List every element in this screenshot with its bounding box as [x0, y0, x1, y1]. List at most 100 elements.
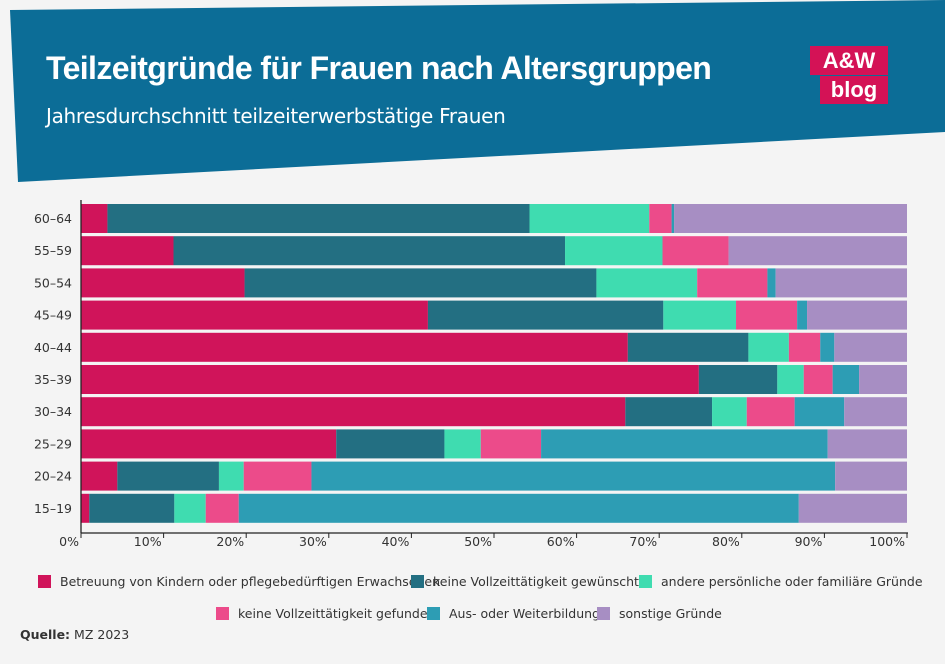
bar-segment — [81, 397, 626, 427]
legend-label: sonstige Gründe — [619, 606, 722, 621]
bar-segment — [541, 429, 828, 459]
x-tick-label: 20% — [216, 534, 244, 549]
source-label: Quelle: — [20, 627, 71, 642]
bar-segment — [649, 204, 672, 233]
bar-segment — [174, 493, 206, 523]
bar-segment — [835, 461, 907, 491]
legend-swatch — [216, 607, 229, 620]
legend-item: sonstige Gründe — [597, 606, 722, 621]
bar-segment — [698, 365, 778, 394]
bar-segment — [797, 300, 808, 330]
bar-segment — [832, 365, 860, 394]
bar-segment — [444, 429, 481, 459]
bar-segment — [627, 332, 749, 362]
category-label: 40–44 — [34, 340, 72, 355]
bar-segment — [807, 300, 907, 330]
bar-segment — [238, 493, 799, 523]
bar-segment — [834, 332, 907, 362]
bar-segment — [173, 236, 566, 266]
bar-segment — [81, 204, 108, 233]
bar-segment — [746, 397, 795, 427]
x-tick-label: 90% — [795, 534, 823, 549]
bar-segment — [767, 268, 776, 298]
bar-segment — [218, 461, 244, 491]
bar-segment — [748, 332, 789, 362]
legend-label: keine Vollzeittätigkeit gefunden — [238, 606, 436, 621]
legend-label: andere persönliche oder familiäre Gründe — [661, 574, 923, 589]
bar-segment — [81, 429, 337, 459]
category-label: 60–64 — [34, 211, 72, 226]
bar-segment — [788, 332, 821, 362]
category-label: 20–24 — [34, 469, 72, 484]
legend-item: Aus- oder Weiterbildung — [427, 606, 600, 621]
category-label: 35–39 — [34, 372, 72, 387]
stacked-bar-chart: 60–64 55–59 50–54 45–49 40–44 35–39 30–34 25–29… — [34, 200, 908, 549]
bar-segment — [712, 397, 747, 427]
bar-segment — [205, 493, 239, 523]
bar-segment — [663, 300, 737, 330]
category-label: 25–29 — [34, 436, 72, 451]
x-tick-label: 70% — [629, 534, 657, 549]
bar-segment — [803, 365, 833, 394]
aw-blog-logo[interactable]: A&W blog — [810, 46, 888, 104]
bar-segment — [775, 268, 907, 298]
bar-segment — [480, 429, 542, 459]
logo-text-bottom: blog — [820, 76, 888, 104]
x-tick-label: 80% — [712, 534, 740, 549]
legend-swatch — [639, 575, 652, 588]
bar-segment — [244, 268, 597, 298]
bar-segment — [81, 268, 245, 298]
bar-segment — [777, 365, 804, 394]
bar-segment — [336, 429, 445, 459]
category-label: 15–19 — [34, 501, 72, 516]
bar-segment — [81, 493, 90, 523]
x-tick-label: 30% — [299, 534, 327, 549]
legend-swatch — [597, 607, 610, 620]
legend-item: keine Vollzeittätigkeit gewünscht — [411, 574, 639, 589]
x-tick-label: 60% — [547, 534, 575, 549]
bar-segment — [311, 461, 836, 491]
bar-segment — [81, 332, 628, 362]
chart-subtitle: Jahresdurchschnitt teilzeiterwerbstätige… — [46, 104, 506, 128]
bar-segment — [81, 461, 118, 491]
bar-segment — [107, 204, 530, 233]
chart-title: Teilzeitgründe für Frauen nach Altersgru… — [46, 50, 712, 86]
legend-label: Betreuung von Kindern oder pflegebedürft… — [60, 574, 441, 589]
bar-segment — [596, 268, 698, 298]
bar-segment — [728, 236, 907, 266]
bar-segment — [859, 365, 907, 394]
legend-label: Aus- oder Weiterbildung — [449, 606, 600, 621]
bar-segment — [798, 493, 907, 523]
x-tick-label: 50% — [464, 534, 492, 549]
bar-segment — [243, 461, 312, 491]
bar-segment — [671, 204, 675, 233]
legend-swatch — [411, 575, 424, 588]
bar-segment — [674, 204, 907, 233]
bar-segment — [565, 236, 663, 266]
legend-item: keine Vollzeittätigkeit gefunden — [216, 606, 435, 621]
category-label: 45–49 — [34, 308, 72, 323]
x-tick-label: 0% — [59, 534, 79, 549]
bar-segment — [427, 300, 664, 330]
bar-segment — [529, 204, 650, 233]
bar-segment — [117, 461, 219, 491]
category-label: 50–54 — [34, 275, 72, 290]
bar-segment — [697, 268, 768, 298]
category-label: 30–34 — [34, 404, 72, 419]
bar-segment — [81, 365, 699, 394]
x-tick-label: 100% — [869, 534, 905, 549]
category-label: 55–59 — [34, 243, 72, 258]
legend-item: Betreuung von Kindern oder pflegebedürft… — [38, 574, 440, 589]
logo-text-top: A&W — [810, 46, 888, 75]
bar-segment — [625, 397, 713, 427]
bar-segment — [662, 236, 729, 266]
bar-segment — [81, 236, 174, 266]
x-tick-label: 40% — [382, 534, 410, 549]
bar-segment — [89, 493, 175, 523]
bar-segment — [81, 300, 428, 330]
legend-swatch — [38, 575, 51, 588]
bar-segment — [736, 300, 798, 330]
bar-segment — [827, 429, 907, 459]
header-banner — [10, 0, 945, 182]
bar-segment — [794, 397, 845, 427]
